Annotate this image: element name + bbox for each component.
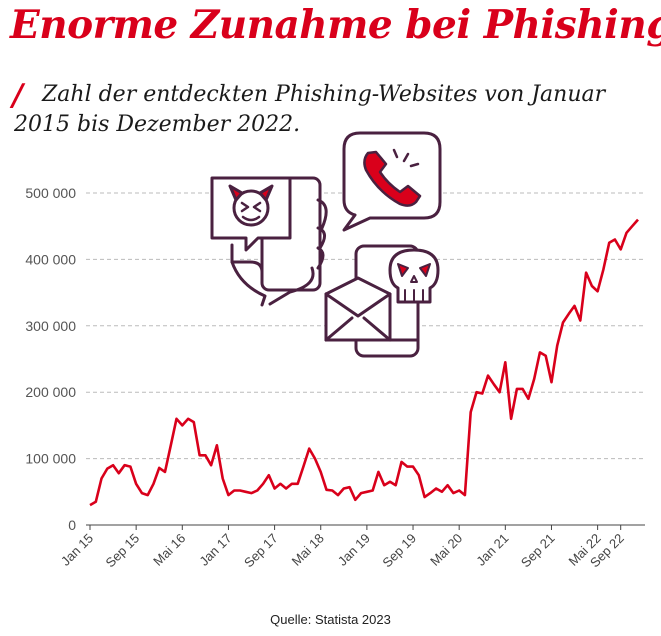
y-axis-labels: 0 100 000 200 000 300 000 400 000 500 000 [25,185,76,533]
x-tick-label: Mai 20 [427,531,465,569]
source-note: Quelle: Statista 2023 [270,612,391,627]
x-tick-label: Sep 15 [103,531,143,571]
chart-subtitle: Zahl der entdeckten Phishing-Websites vo… [14,82,606,137]
gridlines [86,192,645,460]
phishing-illustration [210,131,442,358]
chart-title: Enorme Zunahme bei Phishing [10,2,661,48]
y-tick-label: 300 000 [25,318,76,334]
x-tick-label: Jan 17 [196,531,234,569]
x-tick-label: Sep 21 [518,531,558,571]
skull-icon [388,248,440,304]
y-tick-label: 100 000 [25,451,76,467]
x-tick-label: Mai 18 [289,531,327,569]
x-tick-label: Jan 21 [473,531,511,569]
y-tick-label: 500 000 [25,185,76,201]
phone-call-bubble-icon [342,131,442,232]
y-tick-label: 200 000 [25,384,76,400]
speech-bubble-devil-icon [210,176,292,252]
x-tick-label: Jan 15 [58,531,96,569]
x-tick-label: Mai 16 [150,531,188,569]
envelope-icon [324,276,392,342]
subtitle-slash-mark: / [12,78,23,113]
y-tick-label: 400 000 [25,251,76,267]
x-tick-label: Sep 17 [241,531,281,571]
y-tick-label: 0 [68,517,76,533]
x-tick-label: Sep 19 [379,531,419,571]
x-tick-label: Jan 19 [335,531,373,569]
series-line-phishing-websites [89,218,639,507]
x-axis: Jan 15 Sep 15 Mai 16 Jan 17 Sep 17 Mai 18 Jan … [58,524,645,571]
